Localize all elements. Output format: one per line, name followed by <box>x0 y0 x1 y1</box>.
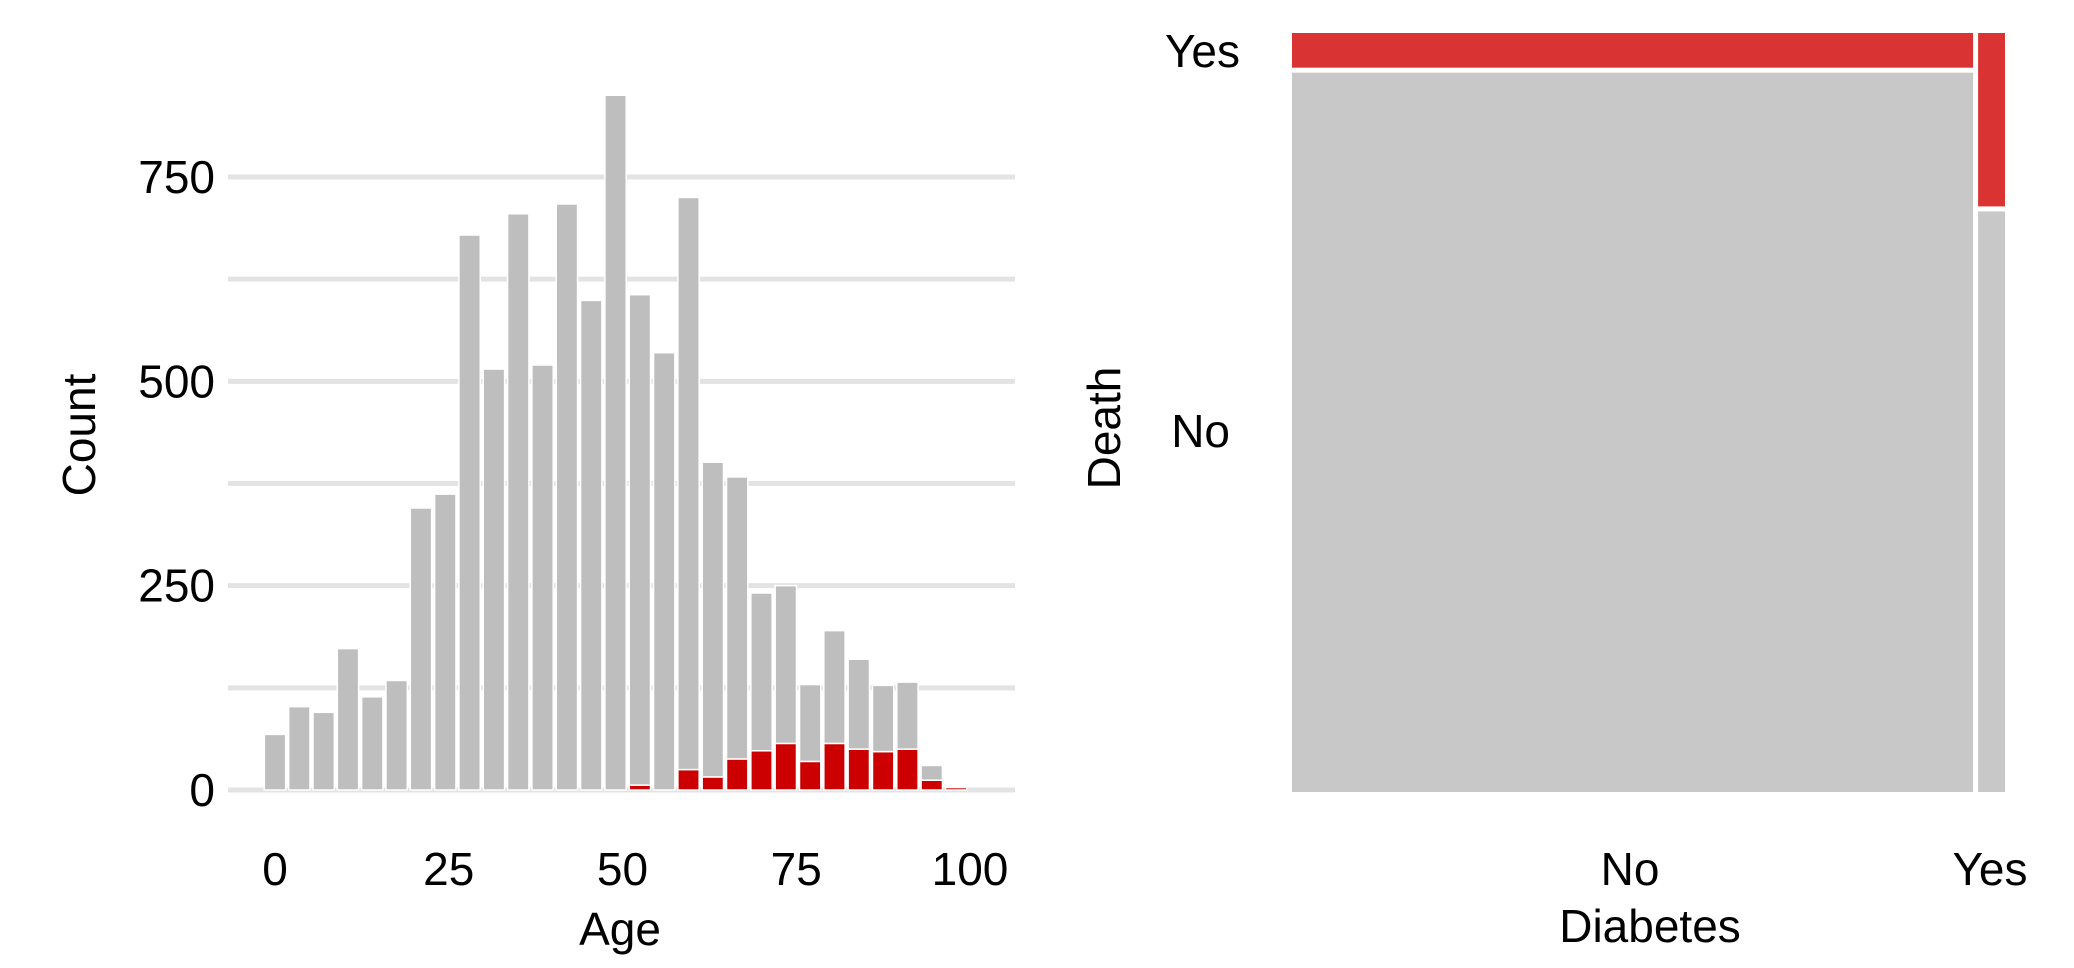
mosaic-y-tick-no: No <box>1171 405 1230 457</box>
mosaic-x-axis-label: Diabetes <box>1559 900 1741 952</box>
mosaic-tiles <box>1292 33 2005 793</box>
mosaic-tile-no-yes <box>1292 33 1974 68</box>
age-histogram: 0 250 500 750 0 25 50 75 100 Age Count <box>53 94 1015 955</box>
histogram-bar-2-series-1 <box>312 711 336 791</box>
histogram-bar-11-series-1 <box>531 364 554 791</box>
histogram-bar-3-series-1 <box>336 647 360 791</box>
histogram-bar-26-series-0 <box>896 748 919 791</box>
mosaic-x-tick-no: No <box>1601 843 1660 895</box>
histogram-bar-8-series-1 <box>458 234 482 791</box>
histogram-bar-4-series-1 <box>360 696 384 791</box>
histogram-bar-22-series-1 <box>798 683 822 763</box>
histogram-bar-27-series-0 <box>920 779 944 791</box>
histogram-bar-26-series-1 <box>896 681 919 750</box>
x-tick-label-75: 75 <box>771 843 822 895</box>
histogram-bar-18-series-0 <box>701 776 725 791</box>
histogram-y-tick-labels: 0 250 500 750 <box>138 151 215 816</box>
histogram-bar-5-series-1 <box>385 679 409 791</box>
histogram-bars <box>263 94 968 791</box>
mosaic-x-tick-yes: Yes <box>1952 843 2027 895</box>
histogram-bar-12-series-1 <box>555 203 579 791</box>
histogram-bar-20-series-1 <box>750 592 773 752</box>
histogram-bar-27-series-1 <box>920 764 944 781</box>
histogram-bar-19-series-0 <box>725 758 749 791</box>
x-tick-label-25: 25 <box>423 843 474 895</box>
histogram-bar-24-series-1 <box>847 658 871 750</box>
mosaic-y-tick-yes: Yes <box>1165 25 1240 77</box>
x-tick-label-50: 50 <box>597 843 648 895</box>
histogram-bar-14-series-1 <box>604 94 627 791</box>
histogram-bar-22-series-0 <box>798 760 822 791</box>
histogram-bar-21-series-0 <box>774 742 798 791</box>
y-tick-label-500: 500 <box>138 355 215 407</box>
histogram-y-axis-label: Count <box>53 373 105 496</box>
histogram-bar-18-series-1 <box>701 461 725 778</box>
histogram-bar-21-series-1 <box>774 584 798 745</box>
x-tick-label-100: 100 <box>932 843 1009 895</box>
histogram-bar-23-series-0 <box>823 742 846 791</box>
histogram-bar-7-series-1 <box>433 493 457 791</box>
diabetes-death-mosaic: Yes No No Yes Diabetes Death <box>1078 25 2028 952</box>
histogram-bar-19-series-1 <box>725 476 749 760</box>
mosaic-y-axis-label: Death <box>1078 367 1130 490</box>
histogram-bar-17-series-0 <box>677 768 700 791</box>
histogram-bar-16-series-1 <box>652 351 676 791</box>
histogram-bar-0-series-1 <box>263 733 287 791</box>
histogram-bar-28-series-0 <box>944 786 968 791</box>
histogram-bar-25-series-0 <box>871 750 895 791</box>
y-tick-label-0: 0 <box>189 764 215 816</box>
histogram-bar-23-series-1 <box>823 629 846 745</box>
histogram-bar-1-series-1 <box>287 705 311 791</box>
histogram-bar-10-series-1 <box>506 213 530 791</box>
histogram-x-tick-labels: 0 25 50 75 100 <box>262 843 1008 895</box>
histogram-bar-6-series-1 <box>409 507 433 791</box>
y-tick-label-750: 750 <box>138 151 215 203</box>
mosaic-tile-yes-yes <box>1978 33 2005 207</box>
histogram-bar-17-series-1 <box>677 196 700 771</box>
histogram-bar-24-series-0 <box>847 748 871 791</box>
mosaic-tile-yes-no <box>1978 211 2005 793</box>
histogram-bar-9-series-1 <box>482 368 506 791</box>
histogram-bar-15-series-1 <box>628 293 652 786</box>
mosaic-tile-no-no <box>1292 72 1974 792</box>
x-tick-label-0: 0 <box>262 843 288 895</box>
histogram-bar-20-series-0 <box>750 750 773 791</box>
histogram-x-axis-label: Age <box>579 903 661 955</box>
histogram-bar-13-series-1 <box>579 299 603 791</box>
y-tick-label-250: 250 <box>138 560 215 612</box>
histogram-bar-25-series-1 <box>871 684 895 753</box>
